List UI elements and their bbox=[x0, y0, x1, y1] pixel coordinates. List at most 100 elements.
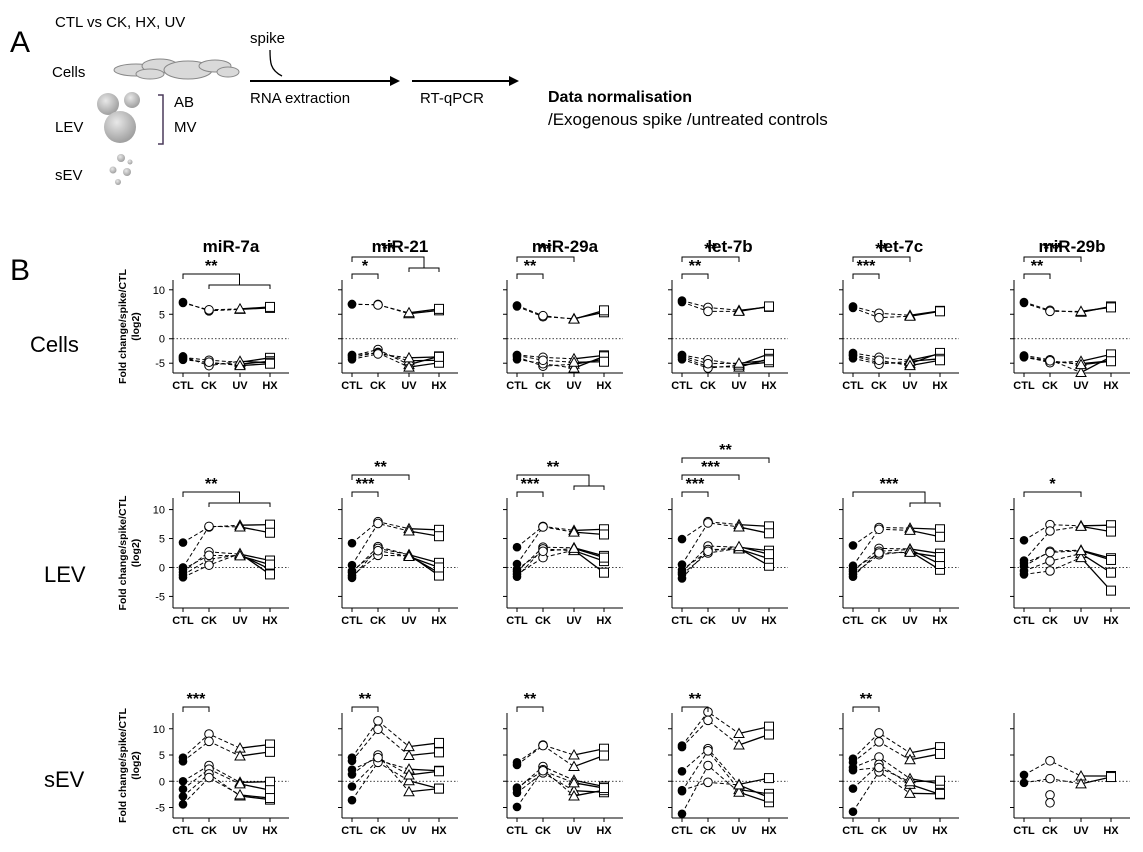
point-uv bbox=[1075, 551, 1087, 563]
significance-bracket bbox=[681, 491, 709, 497]
point-uv bbox=[403, 749, 415, 761]
point-ctl bbox=[1019, 778, 1029, 788]
x-tick-label: CTL bbox=[1013, 825, 1035, 837]
sev-illustration bbox=[109, 154, 133, 185]
x-tick-label: UV bbox=[566, 615, 582, 627]
point-ctl bbox=[178, 538, 188, 547]
series-line-solid bbox=[1080, 557, 1112, 592]
x-tick-label: HX bbox=[596, 380, 612, 392]
series-line-dashed bbox=[1023, 524, 1082, 541]
x-tick-label: CTL bbox=[506, 615, 528, 627]
x-tick-label: UV bbox=[401, 615, 417, 627]
point-hx bbox=[265, 527, 275, 538]
x-tick-label: UV bbox=[731, 380, 747, 392]
x-tick-label: HX bbox=[431, 615, 447, 627]
significance-bracket bbox=[852, 491, 926, 503]
y-tick-label: 0 bbox=[159, 334, 165, 346]
significance-label: ** bbox=[205, 476, 218, 493]
significance-bracket bbox=[182, 491, 240, 503]
x-tick-label: CTL bbox=[506, 380, 528, 392]
significance-bracket bbox=[351, 491, 379, 497]
point-ctl bbox=[848, 350, 858, 360]
point-hx bbox=[764, 729, 774, 740]
x-tick-label: CK bbox=[871, 825, 887, 837]
point-uv bbox=[733, 540, 745, 552]
x-tick-label: HX bbox=[596, 825, 612, 837]
point-ctl bbox=[677, 809, 687, 819]
significance-bracket bbox=[1023, 256, 1082, 262]
series-line-dashed bbox=[182, 764, 241, 783]
point-ctl bbox=[512, 572, 522, 582]
x-tick-label: CK bbox=[201, 615, 217, 627]
significance-label: ** bbox=[875, 241, 888, 258]
point-ctl bbox=[677, 351, 687, 361]
point-ck bbox=[204, 736, 214, 747]
point-ck bbox=[1045, 526, 1055, 536]
point-ck bbox=[1045, 790, 1055, 800]
x-tick-label: UV bbox=[232, 825, 248, 837]
point-hx bbox=[764, 792, 774, 803]
row-label-sev: sEV bbox=[44, 767, 85, 792]
point-ck bbox=[204, 521, 214, 532]
point-uv bbox=[904, 753, 916, 765]
point-uv bbox=[733, 778, 745, 790]
panel-b-letter: B bbox=[10, 254, 30, 287]
point-ctl bbox=[347, 782, 357, 791]
series-line-dashed bbox=[516, 744, 575, 763]
y-tick-label: 5 bbox=[159, 750, 165, 762]
point-hx bbox=[1106, 772, 1116, 783]
point-uv bbox=[904, 310, 916, 321]
point-ck bbox=[874, 355, 884, 366]
point-ctl bbox=[178, 564, 188, 574]
point-ctl bbox=[347, 538, 357, 548]
point-hx bbox=[935, 531, 945, 542]
point-ctl bbox=[178, 776, 188, 786]
point-uv bbox=[568, 542, 580, 553]
point-ctl bbox=[347, 765, 357, 774]
point-uv bbox=[1075, 305, 1087, 316]
point-hx bbox=[1106, 567, 1116, 578]
significance-group-bracket bbox=[208, 502, 271, 507]
significance-group-bracket bbox=[408, 267, 440, 272]
spike-label: spike bbox=[250, 30, 285, 47]
point-ck bbox=[204, 560, 214, 570]
significance-label: ** bbox=[524, 258, 537, 275]
subplot-sev-miR-29b: CTL CK UV HX bbox=[1010, 713, 1130, 837]
x-tick-label: UV bbox=[1073, 825, 1089, 837]
x-tick-label: CK bbox=[201, 825, 217, 837]
y-tick-label: 10 bbox=[153, 724, 165, 736]
significance-label: ** bbox=[359, 691, 372, 708]
x-tick-label: CK bbox=[535, 380, 551, 392]
subplot-cells-let-7c: CTL CK UV HX ***** bbox=[839, 241, 959, 392]
x-tick-label: CK bbox=[370, 615, 386, 627]
point-ck bbox=[1045, 797, 1055, 808]
significance-bracket bbox=[852, 273, 880, 279]
significance-bracket bbox=[852, 256, 911, 262]
series-line-dashed bbox=[681, 764, 740, 815]
point-ctl bbox=[1019, 570, 1029, 579]
significance-group-bracket bbox=[573, 485, 605, 490]
point-uv bbox=[568, 760, 580, 772]
point-ck bbox=[703, 518, 713, 528]
point-hx bbox=[434, 303, 444, 314]
subplot-sev-let-7c: CTL CK UV HX ** bbox=[839, 691, 959, 837]
x-tick-label: HX bbox=[1103, 825, 1119, 837]
point-uv bbox=[904, 524, 916, 535]
y-tick-label: -5 bbox=[155, 591, 165, 603]
point-uv bbox=[568, 789, 580, 801]
x-tick-label: CK bbox=[370, 825, 386, 837]
x-tick-label: CTL bbox=[341, 825, 363, 837]
point-uv bbox=[568, 748, 580, 760]
x-tick-label: CTL bbox=[1013, 615, 1035, 627]
point-uv bbox=[904, 359, 916, 371]
subplot-sev-miR-29a: CTL CK UV HX ** bbox=[503, 691, 623, 837]
point-ck bbox=[874, 548, 884, 558]
x-tick-label: HX bbox=[761, 380, 777, 392]
point-ck bbox=[1045, 566, 1055, 576]
panel-a-letter: A bbox=[10, 26, 30, 59]
point-ctl bbox=[1019, 770, 1029, 780]
point-hx bbox=[935, 552, 945, 563]
point-ctl bbox=[1019, 298, 1029, 308]
point-uv bbox=[568, 356, 580, 367]
mirna-title: miR-7a bbox=[203, 237, 260, 256]
